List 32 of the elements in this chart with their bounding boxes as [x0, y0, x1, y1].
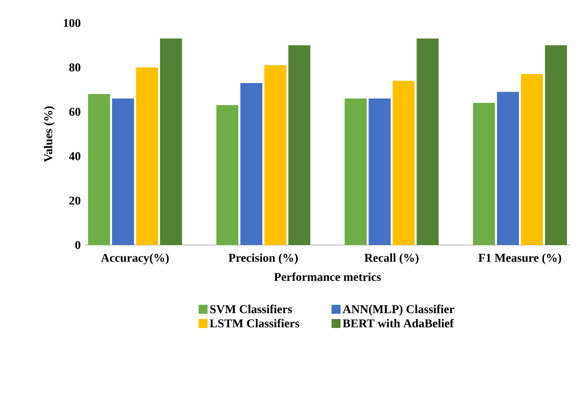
bar: [112, 98, 134, 245]
y-tick-label: 20: [69, 196, 80, 205]
legend-label: ANN(MLP) Classifier: [342, 304, 454, 316]
bar: [88, 94, 110, 245]
bar: [472, 102, 495, 245]
x-tick-label: Precision (%): [228, 253, 298, 264]
bar: [496, 92, 519, 245]
x-axis-title: Performance metrics: [274, 272, 381, 282]
bar: [416, 38, 439, 245]
x-tick-label: Recall (%): [364, 253, 419, 264]
bar: [240, 82, 262, 245]
bar: [344, 98, 367, 245]
bar: [136, 67, 158, 245]
y-tick-label: 40: [69, 152, 80, 160]
bar: [160, 38, 182, 245]
x-tick-label: Accuracy(%): [100, 253, 169, 264]
bar: [392, 80, 415, 245]
bar: [520, 74, 543, 245]
bar: [368, 98, 391, 245]
y-tick-label: 60: [69, 108, 80, 116]
bar: [216, 105, 238, 245]
legend-label: LSTM Classifiers: [210, 318, 300, 328]
bar: [264, 65, 286, 245]
x-tick-label: F1 Measure (%): [478, 253, 562, 264]
bar: [288, 45, 310, 245]
y-tick-label: 80: [69, 63, 80, 72]
y-tick-label: 100: [64, 18, 80, 28]
y-tick-label: 0: [75, 240, 80, 250]
legend-label: SVM Classifiers: [210, 304, 292, 314]
legend-label: BERT with AdaBelief: [342, 318, 454, 328]
bar: [544, 45, 567, 245]
y-axis-title: Values (%): [44, 106, 55, 162]
